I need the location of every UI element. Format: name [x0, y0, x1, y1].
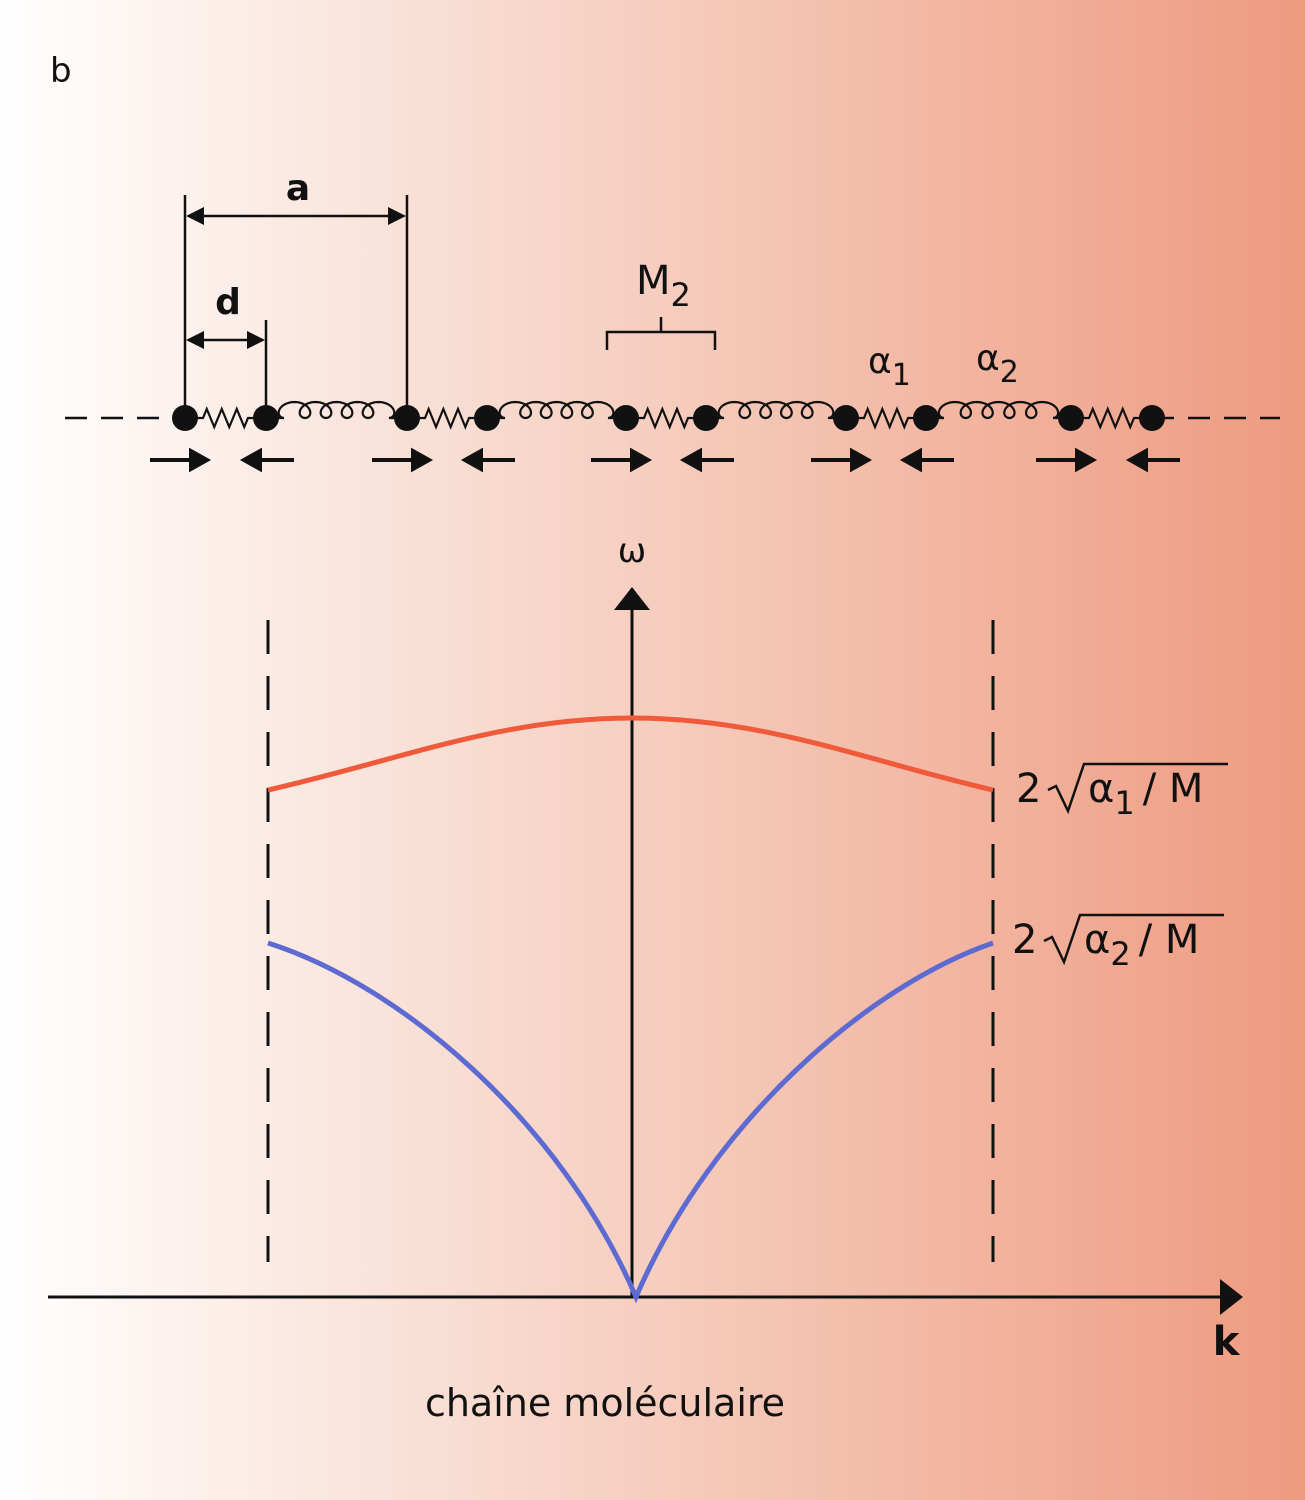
- coil-spring: [926, 400, 1071, 420]
- atom: [394, 405, 420, 431]
- coil-spring: [487, 400, 626, 420]
- m2-label: M2: [636, 258, 691, 314]
- alpha: α: [868, 341, 892, 382]
- displacement-arrow: [811, 447, 873, 473]
- zigzag-spring: [626, 406, 706, 430]
- atom: [253, 405, 279, 431]
- alpha: α: [976, 338, 1000, 379]
- atom: [833, 405, 859, 431]
- alpha2-label: α2: [976, 338, 1019, 390]
- rest: / M: [1143, 766, 1204, 812]
- chain: [65, 195, 1280, 430]
- lower-label: 2 α2/ M: [1012, 917, 1199, 973]
- dim-arrow: [186, 331, 265, 349]
- mass-bracket: [605, 317, 717, 350]
- displacement-arrow: [899, 447, 954, 473]
- upper-label: 2 α1/ M: [1016, 766, 1203, 822]
- zigzag-spring: [846, 406, 926, 430]
- zigzag-spring: [185, 406, 266, 430]
- panel-label: b: [50, 51, 72, 91]
- coef: 2: [1016, 766, 1041, 812]
- displacement-arrow: [591, 447, 653, 473]
- radical: [1047, 762, 1228, 815]
- radical: [1043, 913, 1224, 966]
- omega-label: ω: [618, 531, 646, 571]
- displacement-arrow: [372, 447, 434, 473]
- k-label: k: [1213, 1319, 1241, 1365]
- a-label: a: [286, 168, 310, 209]
- atom: [1058, 405, 1084, 431]
- atom: [474, 405, 500, 431]
- atom: [172, 405, 198, 431]
- caption: chaîne moléculaire: [425, 1381, 785, 1425]
- acoustic-branch: [267, 940, 994, 1304]
- displacement-arrow: [1125, 447, 1180, 473]
- atom: [613, 405, 639, 431]
- displacement-arrow: [1036, 447, 1098, 473]
- displacement-arrow: [679, 447, 734, 473]
- displacement-arrow: [460, 447, 515, 473]
- optical-branch: [267, 715, 994, 793]
- rest: / M: [1139, 917, 1200, 963]
- sub: 2: [1000, 355, 1019, 390]
- sub: 1: [892, 358, 911, 393]
- sub: 2: [1110, 935, 1130, 973]
- coef: 2: [1012, 917, 1037, 963]
- alpha: α: [1088, 766, 1114, 812]
- alpha1-label: α1: [868, 341, 911, 393]
- zigzag-spring: [407, 406, 487, 430]
- alpha: α: [1084, 917, 1110, 963]
- displacement-arrow: [239, 447, 294, 473]
- m: M: [636, 258, 671, 304]
- atom: [1139, 405, 1165, 431]
- coil-spring: [706, 400, 846, 420]
- atom: [693, 405, 719, 431]
- sub: 1: [1114, 784, 1134, 822]
- d-label: d: [215, 282, 241, 323]
- displacement-arrow: [150, 447, 212, 473]
- sub: 2: [671, 276, 691, 314]
- atom: [913, 405, 939, 431]
- coil-spring: [266, 400, 407, 420]
- zigzag-spring: [1071, 406, 1152, 430]
